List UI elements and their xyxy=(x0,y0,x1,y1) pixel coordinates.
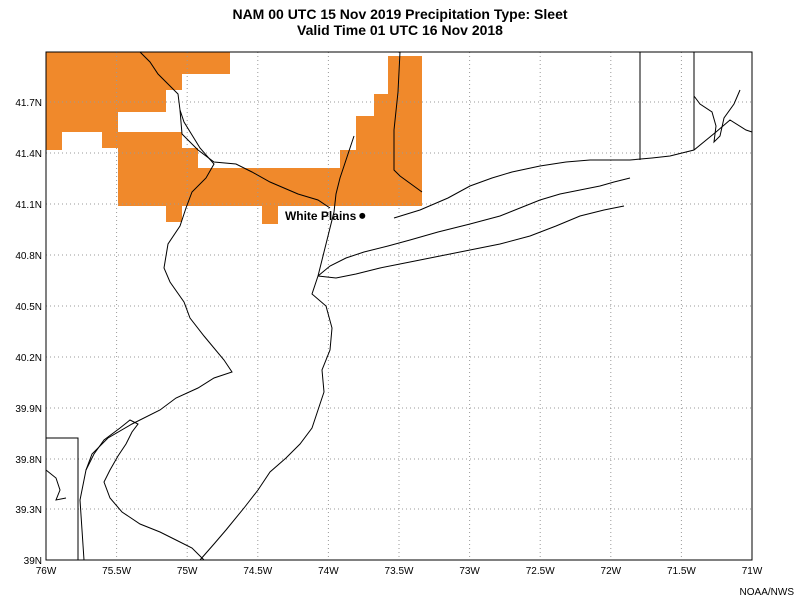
lon-tick-label: 76W xyxy=(36,566,57,577)
nj-coast xyxy=(199,275,333,561)
delaware-river xyxy=(79,109,233,561)
lon-tick-label: 75.5W xyxy=(102,566,131,577)
lat-tick-label: 39N xyxy=(24,556,42,567)
lat-tick-label: 40.2N xyxy=(15,353,42,364)
coastline-and-borders xyxy=(45,51,753,561)
lon-tick-label: 73W xyxy=(459,566,480,577)
lat-tick-label: 40.8N xyxy=(15,251,42,262)
lon-tick-label: 74.5W xyxy=(243,566,272,577)
city-marker-white-plains: White Plains xyxy=(285,209,366,223)
graticule xyxy=(46,52,752,560)
lon-tick-label: 74W xyxy=(318,566,339,577)
narragansett-bay xyxy=(693,89,741,144)
latitude-labels: 41.7N 41.4N 41.1N 40.8N 40.5N 40.2N 39.9N 39.8N… xyxy=(15,98,42,567)
lon-tick-label: 72.5W xyxy=(526,566,555,577)
long-island-north-shore xyxy=(317,177,631,277)
sleet-region-west xyxy=(46,52,230,150)
credit-text: NOAA/NWS xyxy=(739,587,794,598)
longitude-labels: 76W 75.5W 75W 74.5W 74W 73.5W 73W 72.5W 72W 71.5W… xyxy=(36,566,763,577)
lat-tick-label: 41.4N xyxy=(15,149,42,160)
title-line-2: Valid Time 01 UTC 16 Nov 2018 xyxy=(297,22,503,38)
sleet-region-main xyxy=(118,56,422,224)
lat-tick-label: 39.3N xyxy=(15,505,42,516)
state-border-ny-pa xyxy=(139,51,331,209)
lon-tick-label: 71.5W xyxy=(667,566,696,577)
lat-tick-label: 39.9N xyxy=(15,404,42,415)
lat-tick-label: 40.5N xyxy=(15,302,42,313)
city-dot xyxy=(359,212,366,219)
map-title: NAM 00 UTC 15 Nov 2019 Precipitation Typ… xyxy=(0,6,800,38)
lat-tick-label: 39.8N xyxy=(15,455,42,466)
lon-tick-label: 75W xyxy=(177,566,198,577)
city-label: White Plains xyxy=(285,209,357,223)
lon-tick-label: 73.5W xyxy=(385,566,414,577)
lon-tick-label: 72W xyxy=(601,566,622,577)
sleet-area xyxy=(46,52,422,224)
lat-tick-label: 41.7N xyxy=(15,98,42,109)
map-frame xyxy=(45,51,753,561)
state-border-md-de xyxy=(46,437,79,560)
lat-tick-label: 41.1N xyxy=(15,200,42,211)
hudson-river xyxy=(317,135,355,277)
delaware-bay-shore xyxy=(85,419,205,561)
chesapeake-inlet xyxy=(45,469,67,501)
lon-tick-label: 71W xyxy=(742,566,763,577)
state-border-ny-ct xyxy=(393,51,423,193)
long-island-south-shore xyxy=(317,205,625,279)
connecticut-coast xyxy=(393,119,753,219)
title-line-1: NAM 00 UTC 15 Nov 2019 Precipitation Typ… xyxy=(232,6,568,22)
